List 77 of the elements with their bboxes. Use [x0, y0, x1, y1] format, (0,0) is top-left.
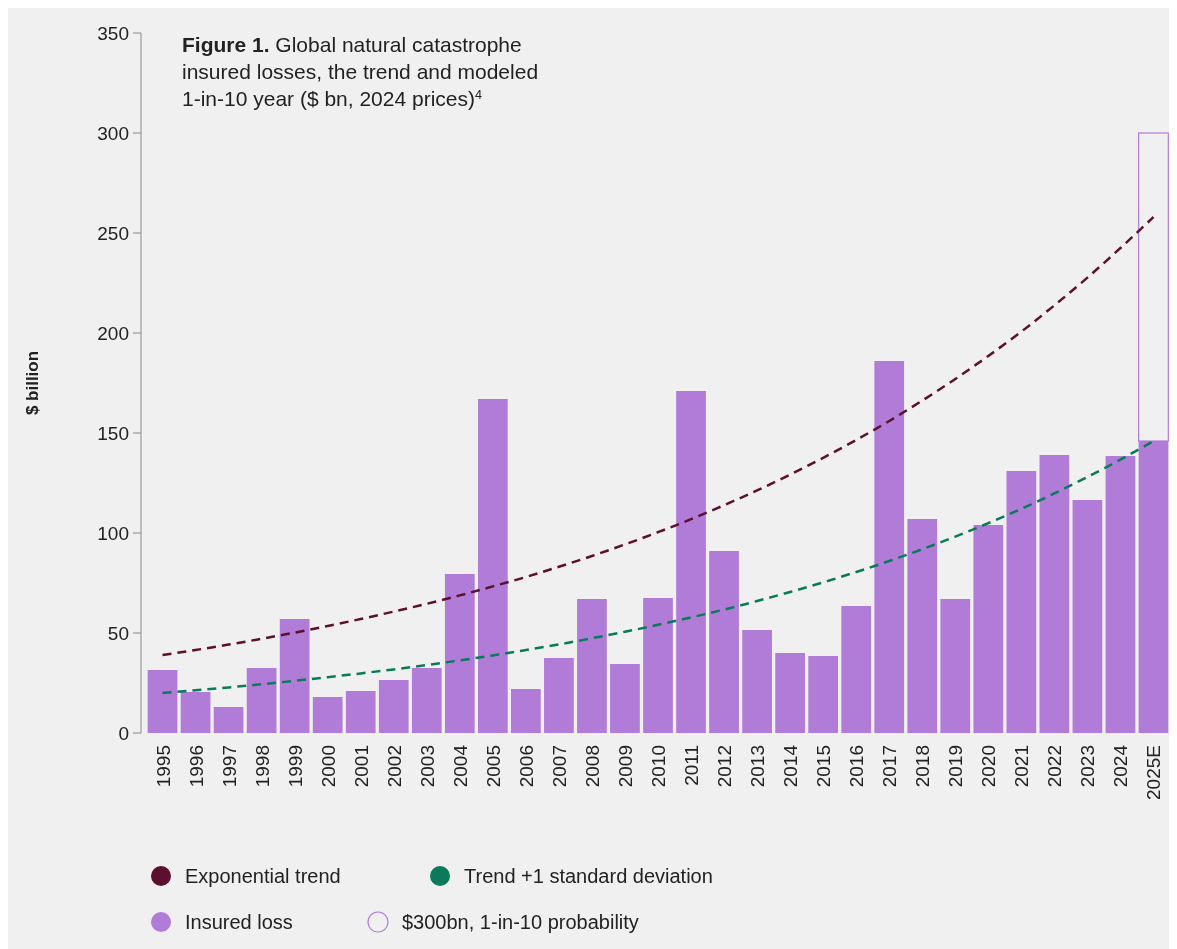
- x-tick-label: 2005: [482, 745, 504, 788]
- bar: [742, 630, 772, 733]
- bar: [775, 653, 805, 733]
- x-tick-label: 2020: [978, 745, 1000, 788]
- x-tick-label: 2011: [681, 745, 703, 786]
- bar: [577, 599, 607, 733]
- y-tick-label: 300: [97, 122, 129, 144]
- bar: [676, 391, 706, 733]
- bar: [1039, 455, 1070, 733]
- y-tick-label: 350: [97, 22, 129, 44]
- y-tick-label: 150: [97, 422, 129, 444]
- x-tick-label: 2017: [879, 745, 901, 788]
- bar: [511, 689, 541, 733]
- y-tick-label: 250: [97, 222, 129, 244]
- x-tick-label: 2022: [1044, 745, 1066, 788]
- bar: [874, 361, 905, 733]
- bar: [610, 664, 640, 733]
- x-tick-label: 2003: [416, 745, 438, 788]
- x-tick-label: 2010: [648, 745, 669, 788]
- bar: [477, 399, 508, 733]
- x-tick-label: 1997: [218, 745, 240, 788]
- bar: [808, 656, 839, 733]
- bar: [973, 525, 1004, 733]
- y-tick-label: 50: [107, 622, 129, 644]
- legend-label: $300bn, 1-in-10 probability: [402, 911, 639, 933]
- legend-label: Insured loss: [185, 911, 293, 933]
- bar: [940, 599, 971, 733]
- x-tick-label: 2015: [813, 745, 835, 788]
- legend-label: Exponential trend: [185, 865, 341, 887]
- x-tick-label: 1998: [251, 745, 273, 788]
- bar: [246, 668, 277, 733]
- bar: [312, 697, 343, 733]
- y-axis-title: $ billion: [23, 350, 42, 416]
- x-tick-label: 2006: [515, 745, 537, 788]
- bar: [1105, 456, 1136, 733]
- bar: [709, 551, 739, 733]
- bar: [147, 670, 178, 733]
- y-tick-label: 200: [97, 322, 129, 344]
- legend-label: Trend +1 standard deviation: [464, 865, 713, 887]
- x-tick-label: 2004: [449, 744, 471, 788]
- x-tick-label: 2000: [317, 745, 339, 788]
- x-tick-label: 2012: [714, 745, 736, 788]
- bar: [841, 606, 872, 733]
- bar: [279, 619, 310, 733]
- bar: [180, 692, 211, 733]
- x-tick-label: 2014: [780, 744, 802, 788]
- x-tick-label: 2018: [912, 745, 934, 788]
- x-tick-label: 1999: [284, 745, 306, 788]
- bar: [643, 598, 673, 733]
- x-tick-label: 2008: [581, 745, 603, 788]
- x-tick-label: 2013: [747, 745, 769, 788]
- bar: [907, 519, 938, 733]
- x-tick-label: 1995: [152, 745, 174, 788]
- x-tick-label: 2024: [1110, 744, 1132, 788]
- bar: [213, 707, 244, 733]
- bar: [444, 574, 475, 733]
- bar: [411, 668, 442, 733]
- line-series: [161, 215, 1155, 657]
- y-tick-label: 0: [118, 722, 129, 744]
- x-tick-label: 2023: [1077, 745, 1099, 788]
- x-tick-label: 2016: [846, 745, 868, 788]
- y-tick-label: 100: [97, 522, 129, 544]
- x-tick-label: 2007: [548, 745, 570, 788]
- x-tick-label: 1996: [185, 745, 207, 788]
- x-tick-label: 2002: [383, 745, 405, 788]
- x-tick-label: 2001: [350, 745, 372, 788]
- text: Figure 1. Global natural catastrophe insured losses, the trend and modeled 1-in-10 year ($ bn, 2024 prices)$^{4}$: [182, 33, 539, 110]
- bar: [1006, 471, 1037, 733]
- x-tick-label: 2025E: [1143, 745, 1165, 800]
- x-tick-label: 2019: [945, 745, 967, 788]
- bar: [345, 691, 376, 733]
- bar: [1072, 500, 1103, 733]
- bar: [378, 680, 409, 733]
- bar: [544, 658, 574, 733]
- x-tick-label: 2021: [1011, 745, 1033, 788]
- line-series: [161, 439, 1155, 695]
- x-tick-label: 2009: [614, 745, 636, 788]
